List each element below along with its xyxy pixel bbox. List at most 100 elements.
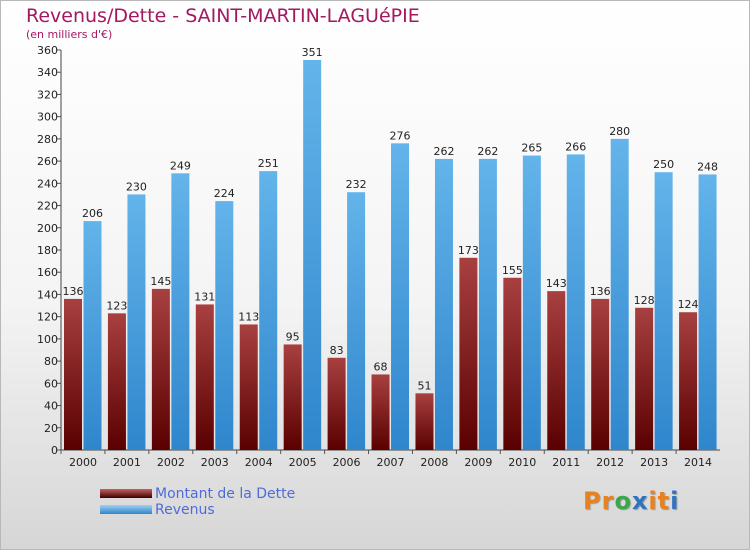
x-tick-label: 2003 xyxy=(201,456,229,469)
bar-revenus xyxy=(522,155,541,451)
x-tick-label: 2000 xyxy=(69,456,97,469)
data-label-revenus: 262 xyxy=(477,145,498,158)
x-tick-label: 2011 xyxy=(552,456,580,469)
y-tick-label: 160 xyxy=(37,266,58,279)
bar-dette xyxy=(64,298,82,450)
data-label-dette: 131 xyxy=(194,290,215,303)
data-label-revenus: 250 xyxy=(653,158,674,171)
x-tick-label: 2005 xyxy=(289,456,317,469)
x-tick-label: 2014 xyxy=(684,456,712,469)
y-tick-label: 320 xyxy=(37,88,58,101)
data-label-revenus: 351 xyxy=(302,46,323,59)
x-tick-label: 2004 xyxy=(245,456,273,469)
bar-revenus xyxy=(259,171,278,450)
y-tick-label: 120 xyxy=(37,311,58,324)
bar-revenus xyxy=(171,173,190,451)
bar-revenus xyxy=(610,138,629,450)
bar-revenus xyxy=(434,158,453,450)
data-label-revenus: 266 xyxy=(565,140,586,153)
data-label-dette: 124 xyxy=(678,298,699,311)
chart-subtitle: (en milliers d'€) xyxy=(26,28,113,41)
bar-dette xyxy=(327,357,346,450)
bar-dette xyxy=(635,307,654,450)
logo-letter: t xyxy=(657,487,671,515)
y-tick-label: 80 xyxy=(44,355,58,368)
y-tick-label: 260 xyxy=(37,155,58,168)
data-label-dette: 155 xyxy=(502,264,523,277)
y-tick-label: 200 xyxy=(37,222,58,235)
x-tick-label: 2001 xyxy=(113,456,141,469)
bar-dette xyxy=(415,393,434,450)
legend-swatch-revenus xyxy=(100,505,152,514)
data-label-revenus: 265 xyxy=(521,142,542,155)
logo-letter: x xyxy=(631,487,649,515)
bar-dette xyxy=(503,277,522,450)
bar-dette xyxy=(239,324,258,450)
y-tick-label: 100 xyxy=(37,333,58,346)
data-label-dette: 83 xyxy=(330,344,344,357)
data-label-dette: 143 xyxy=(546,277,567,290)
y-tick-label: 20 xyxy=(44,422,58,435)
bar-revenus xyxy=(83,221,102,450)
y-tick-label: 340 xyxy=(37,66,58,79)
y-tick-label: 240 xyxy=(37,177,58,190)
bar-dette xyxy=(195,304,214,450)
bar-revenus xyxy=(566,154,585,450)
bar-revenus xyxy=(215,201,234,450)
legend-label-dette: Montant de la Dette xyxy=(155,486,296,502)
proxiti-logo: Proxiti xyxy=(583,487,679,515)
data-label-revenus: 249 xyxy=(170,159,191,172)
data-label-revenus: 224 xyxy=(214,187,235,200)
bar-revenus xyxy=(303,60,322,450)
x-tick-label: 2008 xyxy=(420,456,448,469)
bar-dette xyxy=(459,257,478,450)
bar-dette xyxy=(591,298,610,450)
bar-dette xyxy=(283,344,302,450)
x-tick-label: 2012 xyxy=(596,456,624,469)
x-tick-label: 2007 xyxy=(377,456,405,469)
logo-letter: i xyxy=(648,487,658,515)
data-label-dette: 136 xyxy=(63,285,84,298)
data-label-revenus: 251 xyxy=(258,157,279,170)
data-label-revenus: 280 xyxy=(609,125,630,138)
bar-dette xyxy=(371,374,390,450)
data-label-dette: 51 xyxy=(417,379,431,392)
legend-label-revenus: Revenus xyxy=(155,502,215,518)
bar-revenus xyxy=(127,194,146,450)
bar-dette xyxy=(679,312,698,450)
x-tick-label: 2010 xyxy=(508,456,536,469)
data-label-dette: 68 xyxy=(374,360,388,373)
bar-dette xyxy=(547,291,566,450)
y-tick-label: 60 xyxy=(44,377,58,390)
bar-revenus xyxy=(478,158,497,450)
y-tick-label: 300 xyxy=(37,111,58,124)
data-label-dette: 128 xyxy=(634,294,655,307)
bar-revenus xyxy=(698,174,717,450)
bar-dette xyxy=(107,313,126,450)
bar-dette xyxy=(151,288,170,450)
bar-revenus xyxy=(654,172,673,450)
data-label-revenus: 206 xyxy=(82,207,103,220)
data-label-dette: 145 xyxy=(150,275,171,288)
data-label-dette: 113 xyxy=(238,310,259,323)
data-label-dette: 173 xyxy=(458,244,479,257)
y-tick-label: 40 xyxy=(44,400,58,413)
y-tick-label: 280 xyxy=(37,133,58,146)
data-label-revenus: 276 xyxy=(390,129,411,142)
x-tick-label: 2006 xyxy=(333,456,361,469)
logo-letter: r xyxy=(601,487,615,515)
y-tick-label: 0 xyxy=(51,444,58,457)
bar-revenus xyxy=(391,143,410,451)
data-label-revenus: 230 xyxy=(126,180,147,193)
chart-title: Revenus/Dette - SAINT-MARTIN-LAGUéPIE xyxy=(26,5,420,27)
y-tick-label: 360 xyxy=(37,44,58,57)
legend-swatch-dette xyxy=(100,489,152,498)
y-tick-label: 220 xyxy=(37,200,58,213)
data-label-dette: 95 xyxy=(286,330,300,343)
logo-letter: o xyxy=(614,487,632,515)
x-tick-label: 2009 xyxy=(464,456,492,469)
data-label-dette: 136 xyxy=(590,285,611,298)
data-label-revenus: 262 xyxy=(433,145,454,158)
data-label-dette: 123 xyxy=(106,299,127,312)
